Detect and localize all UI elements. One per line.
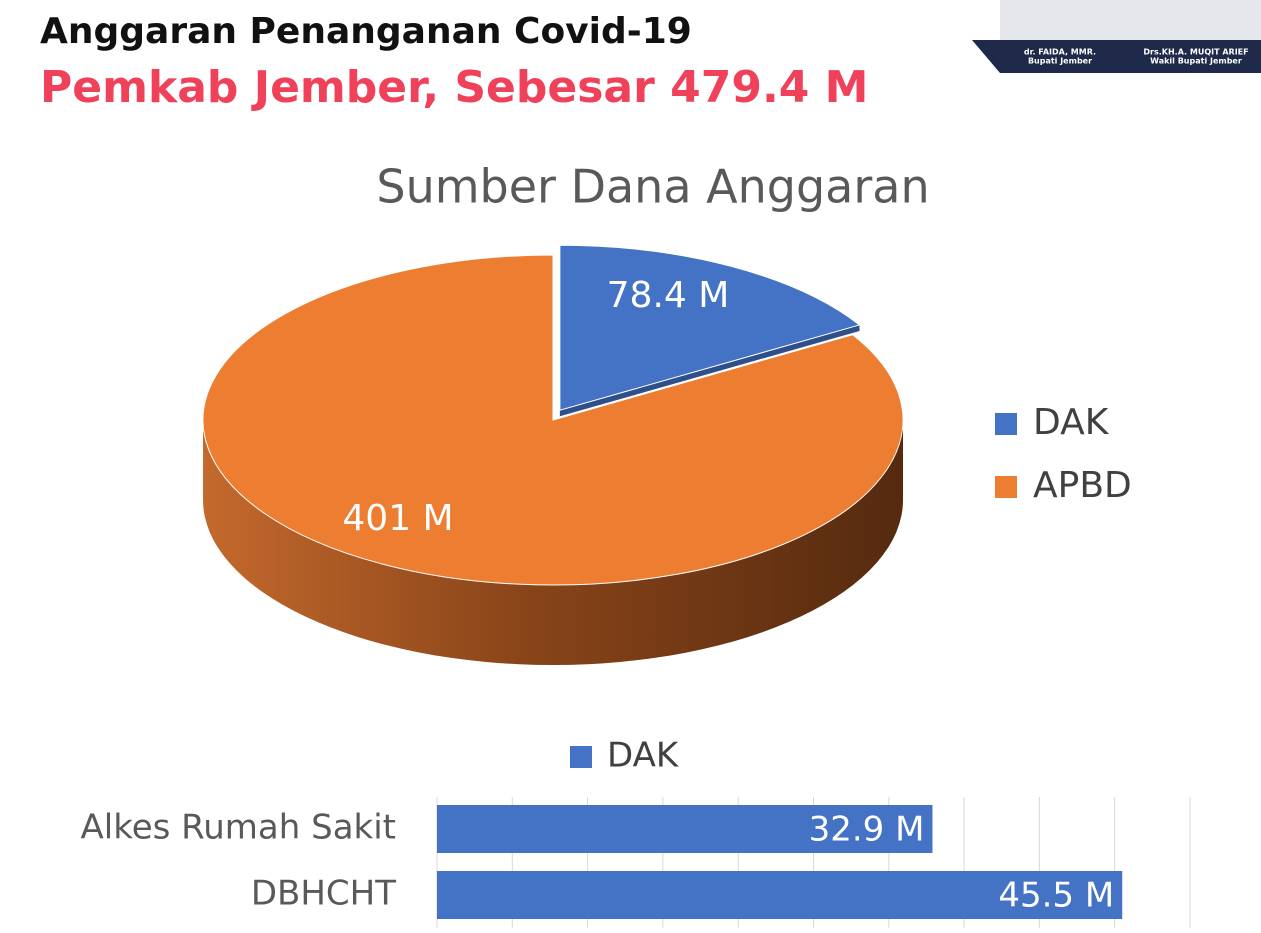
header-subtitle: Pemkab Jember, Sebesar 479.4 M (40, 62, 868, 113)
legend-label: APBD (1033, 465, 1132, 506)
official-name: Drs.KH.A. MUQIT ARIEF (1143, 48, 1248, 57)
legend-label: DAK (607, 736, 680, 776)
pie-slice (202, 254, 904, 586)
pie-slice-edge (559, 324, 860, 417)
data-label: 78.4 M (607, 275, 730, 316)
y-tick-label: DBHCHT (251, 874, 396, 914)
officials-banner (972, 40, 1261, 73)
legend-swatch (570, 746, 592, 768)
legend-swatch (995, 476, 1017, 498)
bar (437, 871, 1123, 919)
bar (437, 805, 933, 853)
pie-slice-side (203, 420, 903, 665)
legend-swatch (995, 413, 1017, 435)
data-label: 32.9 M (809, 810, 925, 850)
legend-label: DAK (1033, 402, 1110, 443)
official-name: dr. FAIDA, MMR. (1024, 48, 1096, 57)
pie-slice (559, 244, 861, 411)
official-role: Wakil Bupati Jember (1150, 57, 1242, 66)
data-label: 45.5 M (998, 876, 1114, 916)
header-title: Anggaran Penanganan Covid-19 (40, 11, 692, 52)
officials-photo (1000, 0, 1261, 42)
y-tick-label: Alkes Rumah Sakit (81, 808, 396, 848)
official-role: Bupati Jember (1028, 57, 1092, 66)
data-label: 401 M (342, 498, 453, 539)
chart-title: Sumber Dana Anggaran (376, 160, 929, 214)
